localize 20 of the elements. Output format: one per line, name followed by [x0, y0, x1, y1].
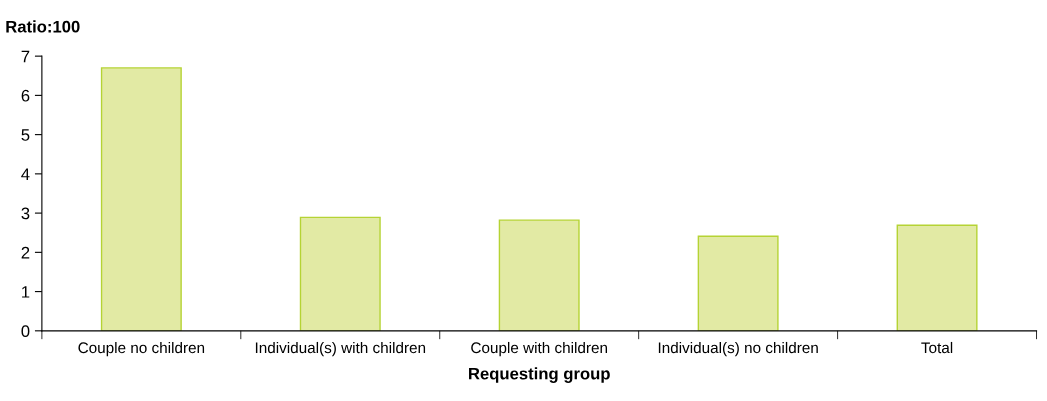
y-tick-label: 1: [22, 286, 30, 298]
x-tick-label: Total: [921, 341, 953, 354]
x-tick-label: Couple no children: [78, 341, 205, 357]
y-tick-label: 3: [21, 207, 30, 220]
bar: [299, 216, 381, 331]
y-tick-label: 5: [21, 129, 30, 141]
y-tick-label: 0: [21, 325, 30, 338]
x-axis-title: Requesting group: [469, 367, 610, 383]
x-tick-label: Individual(s) with children: [255, 341, 426, 357]
y-tick-label: 7: [21, 50, 30, 63]
bar: [697, 235, 779, 331]
y-tick-label: 6: [21, 89, 30, 102]
x-tick-label: Individual(s) no children: [658, 341, 818, 357]
x-tick-label: Couple with children: [471, 341, 607, 357]
y-axis-title: Ratio:100: [6, 20, 80, 33]
bar: [896, 224, 978, 331]
bar: [100, 67, 182, 331]
bar: [498, 219, 580, 331]
y-tick-label: 4: [21, 168, 30, 180]
y-tick-label: 2: [21, 246, 30, 259]
